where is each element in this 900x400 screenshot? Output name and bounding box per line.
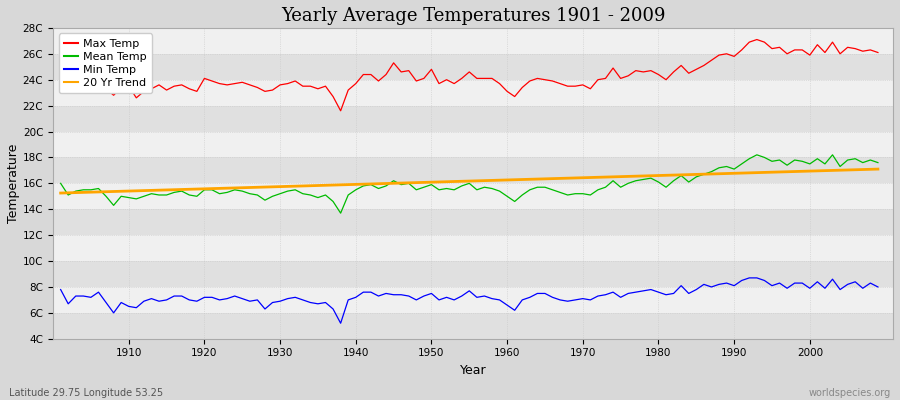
Bar xyxy=(53,183,893,209)
Bar xyxy=(53,80,893,106)
Bar xyxy=(53,106,893,132)
Bar xyxy=(53,209,893,235)
Title: Yearly Average Temperatures 1901 - 2009: Yearly Average Temperatures 1901 - 2009 xyxy=(281,7,665,25)
Bar xyxy=(53,158,893,183)
Bar xyxy=(53,313,893,339)
Bar xyxy=(53,132,893,158)
Text: worldspecies.org: worldspecies.org xyxy=(809,388,891,398)
Bar xyxy=(53,28,893,54)
Legend: Max Temp, Mean Temp, Min Temp, 20 Yr Trend: Max Temp, Mean Temp, Min Temp, 20 Yr Tre… xyxy=(58,34,152,93)
Bar xyxy=(53,54,893,80)
Y-axis label: Temperature: Temperature xyxy=(7,144,20,223)
Text: Latitude 29.75 Longitude 53.25: Latitude 29.75 Longitude 53.25 xyxy=(9,388,163,398)
Bar xyxy=(53,287,893,313)
Bar xyxy=(53,235,893,261)
Bar xyxy=(53,261,893,287)
X-axis label: Year: Year xyxy=(460,364,486,377)
